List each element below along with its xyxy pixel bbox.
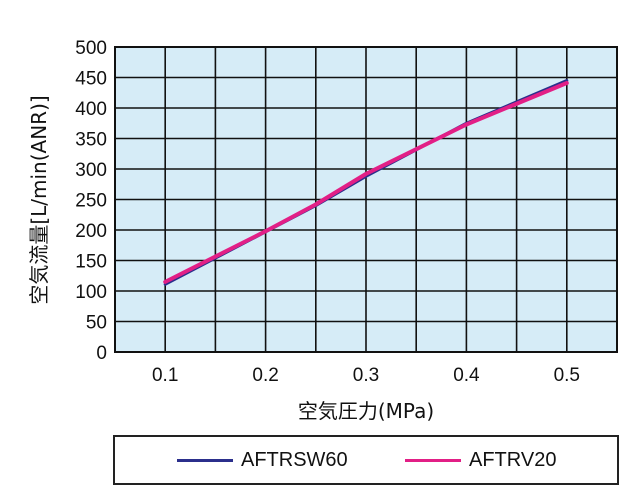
legend-label-series-1: AFTRSW60 (241, 448, 348, 471)
x-axis-ticks: 0.1 0.2 0.3 0.4 0.5 (152, 365, 580, 386)
y-tick-label: 200 (75, 221, 107, 242)
grid-lines (115, 47, 617, 352)
y-axis-ticks: 0 50 100 150 200 250 300 350 400 450 500 (75, 38, 107, 364)
y-tick-label: 350 (75, 130, 107, 151)
x-tick-label: 0.3 (353, 365, 379, 386)
x-tick-label: 0.4 (453, 365, 480, 386)
x-axis-title: 空気圧力(MPa) (298, 399, 434, 423)
y-tick-label: 50 (86, 313, 107, 334)
plot-frame (114, 46, 618, 353)
y-tick-label: 400 (75, 99, 107, 120)
chart: 0 50 100 150 200 250 300 350 400 450 500 0.1 0.2 0.3… (27, 38, 618, 423)
x-tick-label: 0.2 (252, 365, 278, 386)
legend-swatch-series-2 (405, 458, 461, 462)
legend-item-series-1: AFTRSW60 (177, 437, 348, 483)
legend-swatch-series-1 (177, 458, 233, 462)
legend: AFTRSW60 AFTRV20 (113, 435, 619, 485)
series-line-2 (163, 80, 569, 284)
y-tick-label: 450 (75, 69, 107, 90)
y-tick-label: 150 (75, 252, 107, 273)
y-tick-label: 0 (96, 343, 107, 364)
legend-item-series-2: AFTRV20 (405, 437, 556, 483)
x-tick-label: 0.1 (152, 365, 178, 386)
y-tick-label: 250 (75, 191, 107, 212)
x-tick-label: 0.5 (554, 365, 580, 386)
y-tick-label: 500 (75, 38, 107, 59)
y-tick-label: 100 (75, 282, 107, 303)
y-tick-label: 300 (75, 160, 107, 181)
y-axis-title: 空気流量[L/min(ANR)] (27, 95, 51, 304)
legend-label-series-2: AFTRV20 (469, 448, 557, 471)
series-lines (163, 79, 569, 286)
